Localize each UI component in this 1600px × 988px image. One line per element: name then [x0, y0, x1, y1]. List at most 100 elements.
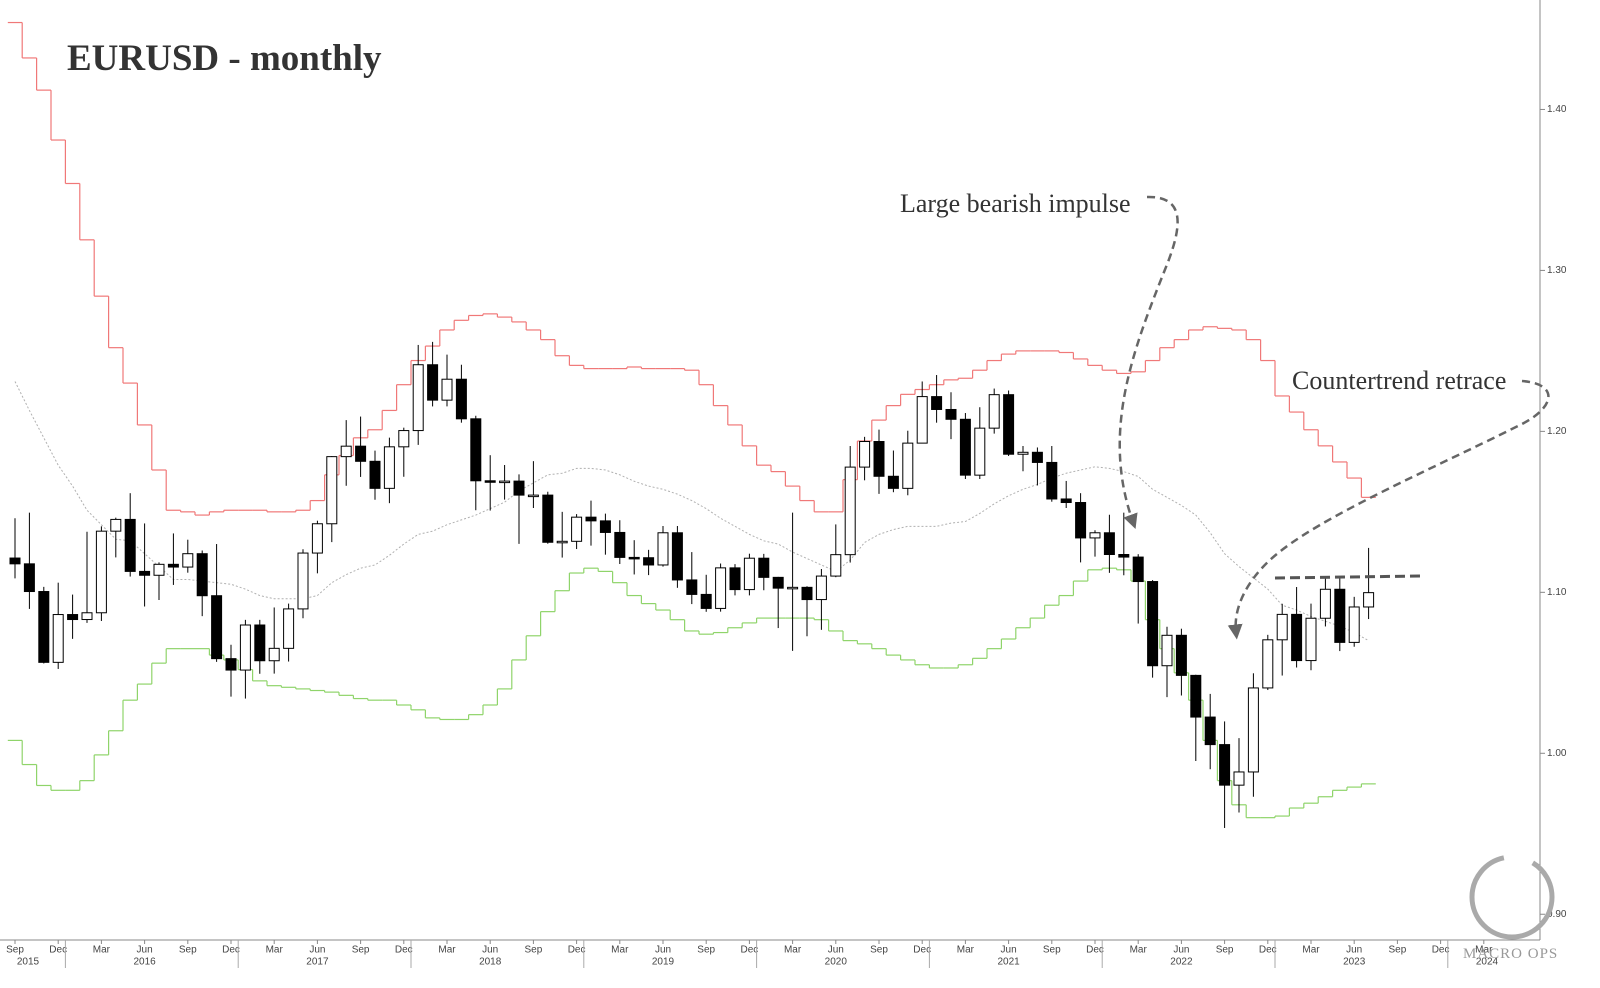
year-label: 2022	[1170, 957, 1193, 968]
candle-body	[38, 591, 50, 663]
x-tick-label: Dec	[1432, 945, 1450, 956]
candle-body	[369, 460, 381, 489]
y-tick-label: 1.40	[1547, 104, 1567, 115]
candle-body	[1060, 498, 1072, 504]
candle-body	[974, 427, 986, 476]
year-label: 2023	[1343, 957, 1366, 968]
candle-body	[254, 624, 266, 662]
candle-body	[830, 554, 842, 577]
candle-body	[787, 586, 799, 590]
candle-body	[1348, 606, 1360, 643]
candle-body	[815, 575, 827, 601]
x-tick-label: Mar	[784, 945, 802, 956]
logo-text: MACRO OPS	[1463, 946, 1558, 962]
candle-body	[1190, 674, 1202, 718]
x-tick-label: Jun	[1173, 945, 1189, 956]
candle-body	[556, 540, 568, 544]
x-tick-label: Dec	[913, 945, 931, 956]
candle-body	[297, 552, 309, 610]
logo: MACRO OPS	[1463, 854, 1558, 962]
candle-body	[945, 408, 957, 420]
annotation: Large bearish impulse	[900, 189, 1131, 218]
candle-body	[1175, 634, 1187, 676]
resistance-line	[1274, 574, 1423, 580]
x-tick-label: Dec	[1259, 945, 1277, 956]
logo-ring	[1469, 854, 1555, 940]
candle-body	[671, 532, 683, 581]
y-tick-label: 0.90	[1547, 909, 1567, 920]
chart-title: EURUSD - monthly	[67, 38, 382, 79]
candle-body	[326, 456, 338, 525]
candle-body	[542, 494, 554, 543]
candle-body	[9, 557, 21, 565]
x-tick-label: Sep	[6, 945, 24, 956]
x-tick-label: Mar	[1130, 945, 1148, 956]
x-tick-label: Jun	[1346, 945, 1362, 956]
candle-body	[916, 396, 928, 444]
candle-body	[383, 446, 395, 489]
candle-body	[599, 520, 611, 533]
candle-body	[1305, 617, 1317, 662]
candles	[9, 341, 1375, 828]
candle-body	[1046, 461, 1058, 500]
candle-body	[571, 516, 583, 542]
annotation-arrow	[1227, 379, 1550, 640]
candle-body	[81, 612, 93, 621]
x-tick-label: Dec	[568, 945, 586, 956]
candle-body	[715, 567, 727, 609]
candle-body	[268, 647, 280, 662]
candle-body	[931, 396, 943, 410]
candle-body	[211, 595, 223, 660]
candle-body	[988, 394, 1000, 429]
candle-body	[484, 480, 496, 483]
candle-body	[729, 567, 741, 591]
candle-body	[657, 532, 669, 566]
x-tick-label: Sep	[1389, 945, 1407, 956]
candle-body	[959, 418, 971, 476]
candle-body	[225, 658, 237, 671]
candle-body	[844, 466, 856, 556]
band-mid	[14, 381, 1369, 642]
candle-body	[513, 480, 525, 496]
candle-body	[700, 593, 712, 609]
candle-body	[499, 480, 511, 484]
candle-body	[527, 494, 539, 498]
candle-body	[441, 378, 453, 401]
candle-body	[139, 570, 151, 576]
candle-body	[1031, 451, 1043, 463]
x-tick-label: Dec	[1086, 945, 1104, 956]
y-tick-label: 1.30	[1547, 265, 1567, 276]
candle-body	[283, 608, 295, 649]
candle-body	[1089, 532, 1101, 539]
candle-body	[1233, 771, 1245, 786]
year-label: 2016	[133, 957, 156, 968]
x-tick-label: Sep	[1043, 945, 1061, 956]
candle-body	[686, 579, 698, 595]
y-tick-label: 1.20	[1547, 426, 1567, 437]
x-tick-label: Dec	[222, 945, 240, 956]
x-tick-label: Sep	[1216, 945, 1234, 956]
candle-body	[1161, 634, 1173, 667]
candle-body	[1118, 554, 1130, 558]
candle-body	[743, 557, 755, 591]
candle-body	[340, 445, 352, 458]
x-tick-label: Sep	[697, 945, 715, 956]
x-tick-label: Sep	[870, 945, 888, 956]
candle-body	[67, 614, 79, 621]
x-tick-label: Sep	[525, 945, 543, 956]
x-tick-label: Jun	[482, 945, 498, 956]
candle-body	[124, 518, 136, 572]
x-tick-label: Sep	[352, 945, 370, 956]
annotation-arrow	[1118, 195, 1179, 530]
candle-body	[628, 556, 640, 560]
candle-body	[859, 441, 871, 468]
candle-body	[1132, 556, 1144, 583]
year-label: 2018	[479, 957, 502, 968]
x-tick-label: Dec	[49, 945, 67, 956]
candle-body	[873, 441, 885, 477]
candle-body	[412, 364, 424, 432]
candle-body	[1003, 394, 1015, 455]
candle-body	[110, 518, 122, 532]
x-tick-label: Dec	[395, 945, 413, 956]
